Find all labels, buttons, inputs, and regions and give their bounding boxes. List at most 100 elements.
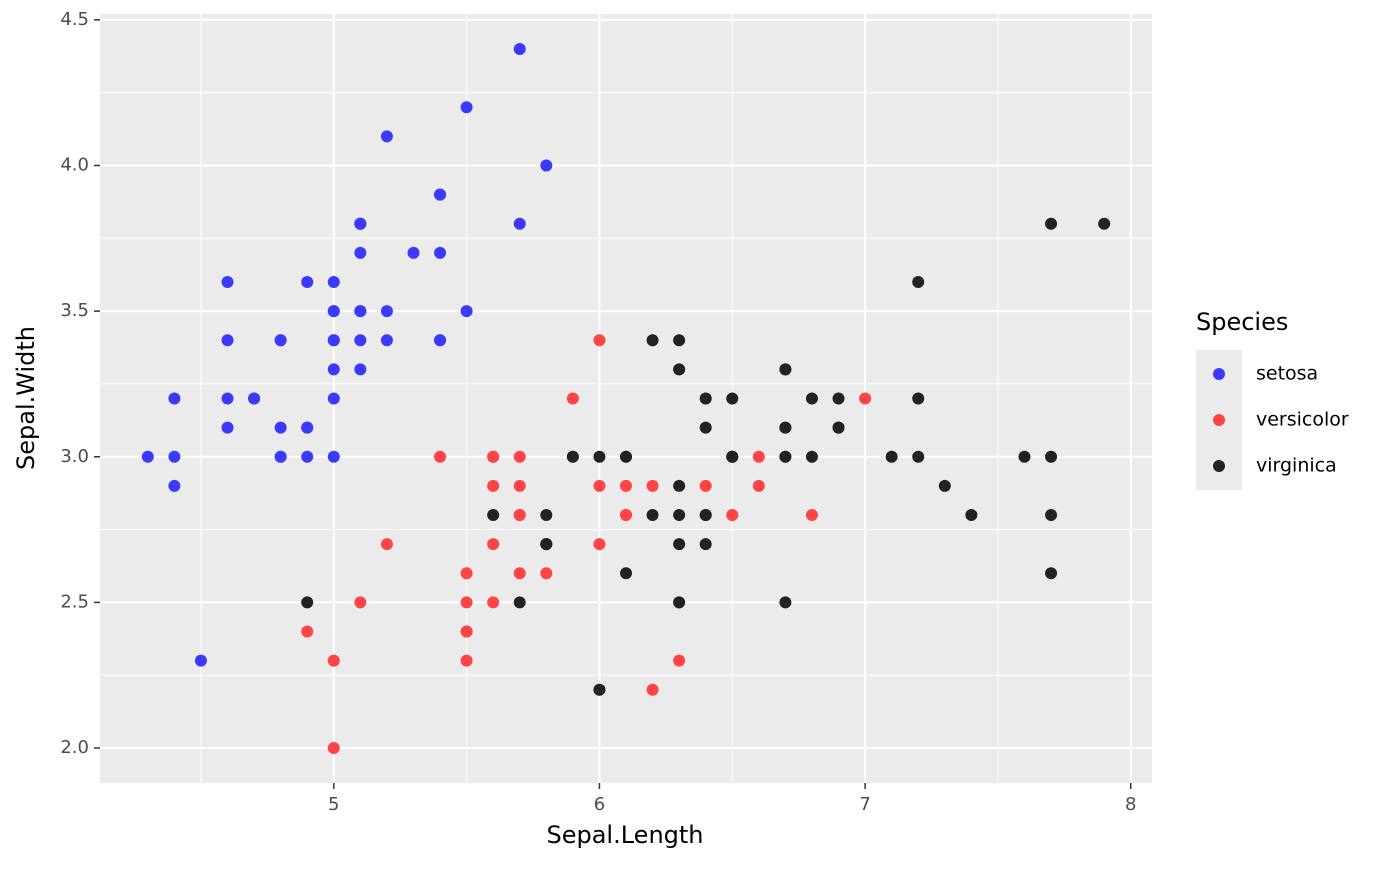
point xyxy=(620,450,632,463)
point xyxy=(593,538,606,551)
legend-title: Species xyxy=(1196,308,1288,336)
point xyxy=(513,596,526,609)
point xyxy=(407,246,420,259)
point xyxy=(646,479,659,492)
x-tick-label: 7 xyxy=(859,794,870,815)
y-tick-label: 2.5 xyxy=(60,591,89,612)
point xyxy=(221,275,234,288)
y-axis-title: Sepal.Width xyxy=(12,326,40,470)
point xyxy=(752,450,765,463)
point xyxy=(912,275,925,288)
point xyxy=(380,305,393,318)
point xyxy=(434,188,447,201)
point xyxy=(646,683,659,696)
point xyxy=(673,538,686,551)
legend-label: versicolor xyxy=(1256,409,1349,431)
point xyxy=(673,479,686,492)
y-tick-label: 4.5 xyxy=(60,9,89,30)
point xyxy=(938,479,951,492)
point xyxy=(354,246,367,259)
point xyxy=(699,421,712,434)
point xyxy=(301,275,314,288)
point xyxy=(566,450,579,463)
point xyxy=(699,392,712,405)
point xyxy=(513,567,526,580)
x-tick-label: 6 xyxy=(594,794,605,815)
point xyxy=(540,509,553,522)
point xyxy=(460,567,473,580)
point xyxy=(327,305,340,318)
point xyxy=(513,509,526,522)
legend-key xyxy=(1213,460,1225,472)
point xyxy=(699,509,712,522)
point xyxy=(593,450,606,463)
point xyxy=(513,42,526,55)
point xyxy=(327,450,340,463)
point xyxy=(805,450,818,463)
panel xyxy=(100,14,1152,783)
point xyxy=(354,363,367,376)
point xyxy=(1045,450,1058,463)
point xyxy=(965,509,978,522)
point xyxy=(460,625,473,638)
y-tick-label: 3.5 xyxy=(60,300,89,321)
point xyxy=(487,509,500,522)
point xyxy=(380,538,393,551)
x-tick-label: 5 xyxy=(328,794,339,815)
y-tick-label: 3.0 xyxy=(60,446,89,467)
point xyxy=(327,334,340,347)
legend-label: setosa xyxy=(1256,363,1318,385)
point xyxy=(593,334,606,347)
point xyxy=(832,421,845,434)
point xyxy=(1045,509,1058,522)
point xyxy=(354,334,367,347)
point xyxy=(673,334,686,347)
point xyxy=(699,479,712,492)
point xyxy=(805,392,818,405)
point xyxy=(380,130,393,143)
point xyxy=(274,334,287,347)
point xyxy=(1045,567,1058,580)
point xyxy=(460,654,473,667)
point xyxy=(434,246,447,259)
point xyxy=(673,509,686,522)
point xyxy=(460,305,473,318)
point xyxy=(327,654,340,667)
point xyxy=(726,509,739,522)
point xyxy=(912,392,925,405)
point xyxy=(221,334,234,347)
point xyxy=(327,392,340,405)
point xyxy=(620,479,632,492)
point xyxy=(221,392,234,405)
point xyxy=(327,363,340,376)
point xyxy=(221,421,234,434)
point xyxy=(540,567,553,580)
legend-label: virginica xyxy=(1256,455,1337,477)
point xyxy=(673,363,686,376)
point xyxy=(726,450,739,463)
point xyxy=(646,509,659,522)
point xyxy=(354,596,367,609)
point xyxy=(434,450,447,463)
point xyxy=(779,450,792,463)
point xyxy=(540,159,553,172)
point xyxy=(301,596,314,609)
point xyxy=(513,217,526,230)
point xyxy=(194,654,207,667)
point xyxy=(779,421,792,434)
point xyxy=(726,392,739,405)
point xyxy=(301,450,314,463)
point xyxy=(752,479,765,492)
point xyxy=(168,479,181,492)
point xyxy=(593,479,606,492)
point xyxy=(859,392,872,405)
point xyxy=(434,334,447,347)
point xyxy=(1098,217,1111,230)
legend-key xyxy=(1213,368,1225,380)
point xyxy=(274,421,287,434)
y-tick-label: 4.0 xyxy=(60,154,89,175)
point xyxy=(354,305,367,318)
point xyxy=(487,450,500,463)
point xyxy=(832,392,845,405)
